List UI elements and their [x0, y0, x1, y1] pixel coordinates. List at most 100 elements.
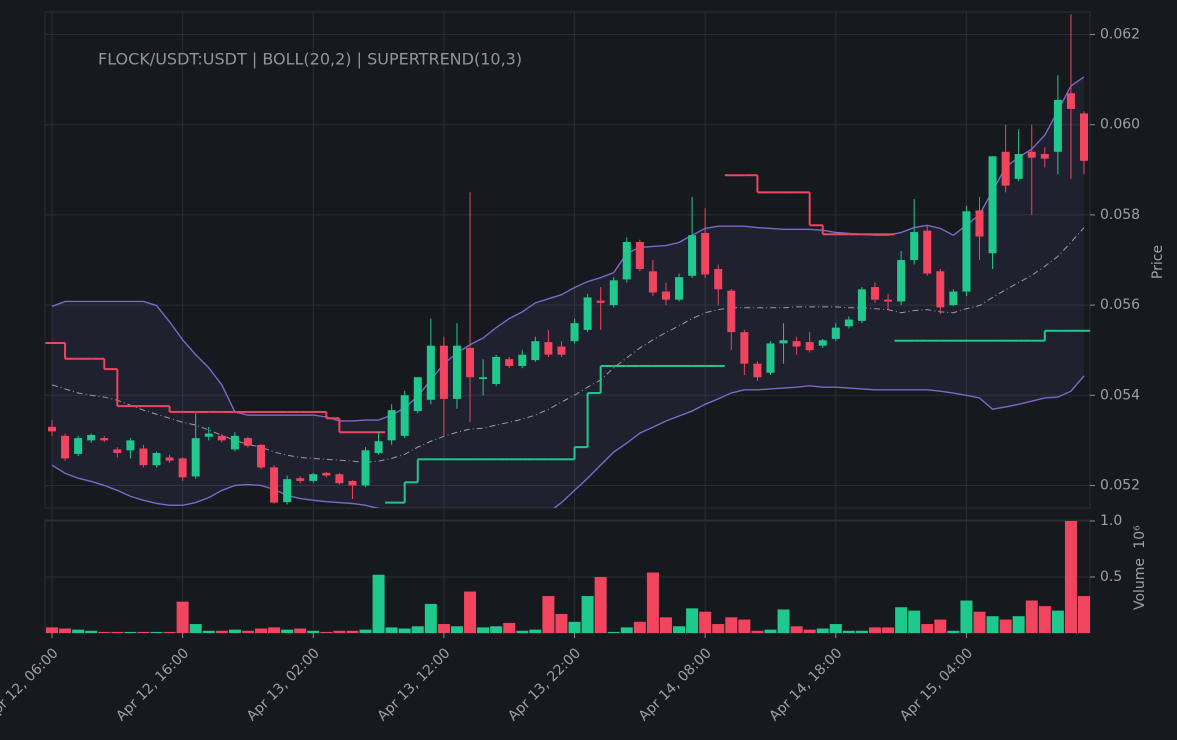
band-fill — [52, 76, 1084, 508]
candle-body — [936, 271, 945, 308]
y-tick-label: 0.058 — [1100, 207, 1140, 223]
volume-bar — [921, 624, 934, 633]
volume-bar — [673, 626, 686, 633]
candle-body — [152, 452, 161, 466]
candle-body — [270, 467, 279, 503]
candle-body — [923, 230, 932, 274]
candle-body — [165, 457, 174, 461]
volume-bar — [620, 627, 633, 633]
volume-bar — [450, 626, 463, 633]
volume-bar — [999, 619, 1012, 633]
candle-body — [296, 478, 305, 481]
candle-body — [400, 395, 409, 436]
volume-bar — [85, 630, 98, 633]
volume-bar — [803, 629, 816, 633]
volume-bar — [228, 629, 241, 633]
volume-bar — [1078, 596, 1090, 633]
candle-body — [466, 347, 475, 378]
candle-body — [230, 435, 239, 450]
volume-bar — [307, 630, 320, 633]
volume-bar — [59, 628, 72, 633]
candle-body — [1066, 93, 1075, 109]
volume-bar — [555, 613, 568, 633]
volume-bar — [163, 631, 176, 633]
volume-bar — [490, 626, 503, 633]
y-tick-label: 0.052 — [1100, 477, 1140, 493]
candle-body — [583, 297, 592, 330]
volume-bar — [372, 574, 385, 633]
candle-body — [897, 260, 906, 302]
candle-body — [139, 448, 148, 466]
candle-body — [910, 232, 919, 260]
volume-bar — [934, 619, 947, 633]
volume-bar — [72, 629, 85, 633]
candle-body — [348, 480, 357, 486]
volume-bar — [424, 603, 437, 633]
candle-body — [126, 440, 135, 451]
candle-body — [622, 241, 631, 280]
candle-body — [740, 332, 749, 364]
volume-bar — [268, 627, 281, 633]
candle-body — [831, 327, 840, 339]
candle-body — [844, 319, 853, 327]
candle-body — [544, 342, 553, 355]
candle-body — [518, 354, 527, 366]
volume-bar — [215, 630, 228, 633]
candle-body — [753, 363, 762, 378]
volume-bar — [398, 628, 411, 633]
candle-body — [648, 271, 657, 293]
volume-bar — [124, 631, 137, 633]
candle-body — [805, 342, 814, 351]
volume-bar — [568, 621, 581, 633]
volume-bar — [1038, 606, 1051, 633]
candle-body — [975, 210, 984, 237]
volume-bar — [98, 631, 111, 633]
volume-bar — [385, 627, 398, 633]
volume-bar — [751, 630, 764, 633]
candle-body — [413, 377, 422, 412]
candle-body — [714, 269, 723, 290]
volume-offset: 10⁶ — [1132, 525, 1148, 549]
volume-panel — [46, 521, 1090, 633]
boll-lower — [51, 375, 1085, 508]
candle-body — [988, 156, 997, 254]
volume-bar — [111, 631, 124, 633]
volume-bar — [150, 631, 163, 633]
volume-bar — [842, 630, 855, 633]
candle-body — [884, 299, 893, 302]
candle-body — [309, 474, 318, 481]
candle-body — [766, 343, 775, 373]
candle-body — [701, 232, 710, 275]
candle-body — [426, 345, 435, 400]
volume-bar — [189, 624, 202, 633]
volume-bar — [437, 624, 450, 633]
volume-bar — [202, 630, 215, 633]
candle-body — [531, 341, 540, 361]
volume-bar — [659, 617, 672, 633]
volume-bar — [503, 622, 516, 633]
candle-body — [178, 458, 187, 478]
volume-bar — [255, 628, 268, 633]
candle-body — [1001, 151, 1010, 186]
volume-bar — [986, 616, 999, 633]
candle-body — [596, 300, 605, 303]
candle-body — [635, 241, 644, 270]
volume-tick-label: 1.0 — [1100, 513, 1122, 529]
candle-body — [204, 433, 213, 437]
volume-bar — [764, 629, 777, 633]
volume-bar — [973, 611, 986, 633]
volume-bar — [359, 629, 372, 633]
candle-body — [949, 291, 958, 306]
volume-bar — [294, 628, 307, 633]
volume-bar — [882, 627, 895, 633]
y-tick-label: 0.062 — [1100, 27, 1140, 43]
volume-bar — [529, 629, 542, 633]
candle-body — [387, 410, 396, 441]
candle-body — [361, 450, 370, 486]
volume-bar — [790, 626, 803, 633]
boll-upper — [51, 76, 1085, 422]
volume-bar — [607, 631, 620, 633]
volume-bar — [1025, 600, 1038, 633]
candle-body — [505, 359, 514, 366]
y-tick-label: 0.060 — [1100, 117, 1140, 133]
